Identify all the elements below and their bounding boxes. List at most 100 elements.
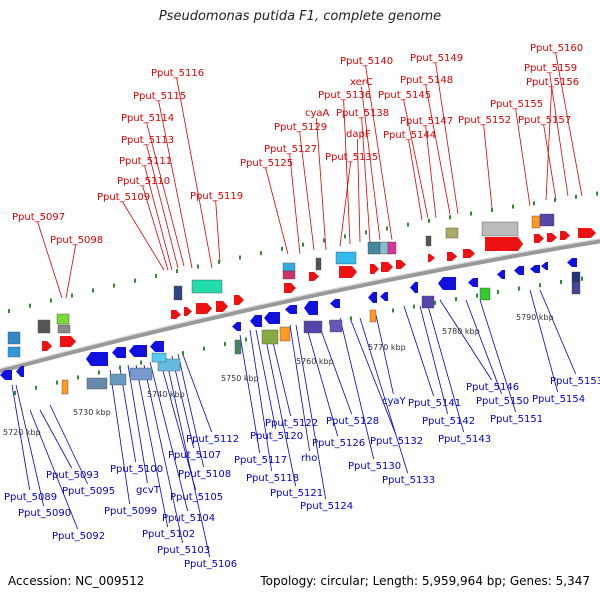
reverse-gene-arrow[interactable] bbox=[304, 301, 318, 315]
bottom-gene-label[interactable]: Pput_5146 bbox=[466, 382, 519, 393]
top-gene-label[interactable]: Pput_5119 bbox=[190, 191, 243, 202]
feature-block[interactable] bbox=[479, 287, 491, 301]
forward-gene-arrow[interactable] bbox=[547, 233, 557, 242]
forward-gene-arrow[interactable] bbox=[370, 264, 379, 274]
bottom-gene-label[interactable]: Pput_5107 bbox=[168, 450, 221, 461]
reverse-gene-arrow[interactable] bbox=[232, 322, 241, 331]
top-gene-label[interactable]: Pput_5127 bbox=[264, 144, 317, 155]
feature-block[interactable] bbox=[315, 257, 322, 271]
reverse-gene-arrow[interactable] bbox=[541, 262, 548, 270]
reverse-gene-arrow[interactable] bbox=[368, 292, 377, 303]
feature-block[interactable] bbox=[279, 326, 291, 342]
bottom-gene-label[interactable]: Pput_5150 bbox=[476, 396, 529, 407]
feature-block[interactable] bbox=[151, 352, 167, 363]
bottom-gene-label[interactable]: cyaY bbox=[382, 396, 407, 407]
forward-gene-arrow[interactable] bbox=[42, 341, 52, 351]
top-gene-label[interactable]: Pput_5144 bbox=[383, 130, 436, 141]
top-gene-label[interactable]: Pput_5129 bbox=[274, 122, 327, 133]
bottom-gene-label[interactable]: Pput_5130 bbox=[348, 461, 401, 472]
bottom-gene-label[interactable]: Pput_5142 bbox=[422, 416, 475, 427]
top-gene-label[interactable]: Pput_5160 bbox=[530, 43, 583, 54]
bottom-gene-label[interactable]: Pput_5112 bbox=[186, 434, 239, 445]
feature-block[interactable] bbox=[234, 339, 242, 355]
feature-block[interactable] bbox=[282, 262, 296, 272]
feature-block[interactable] bbox=[7, 331, 21, 345]
reverse-gene-arrow[interactable] bbox=[0, 370, 12, 380]
bottom-gene-label[interactable]: Pput_5100 bbox=[110, 464, 163, 475]
forward-gene-arrow[interactable] bbox=[578, 228, 596, 238]
reverse-gene-arrow[interactable] bbox=[86, 352, 108, 366]
top-gene-label[interactable]: Pput_5125 bbox=[240, 158, 293, 169]
feature-block[interactable] bbox=[335, 251, 357, 265]
bottom-gene-label[interactable]: gcvT bbox=[136, 485, 161, 496]
top-gene-label[interactable]: Pput_5138 bbox=[336, 108, 389, 119]
feature-block[interactable] bbox=[571, 271, 581, 283]
feature-block[interactable] bbox=[571, 281, 581, 295]
forward-gene-arrow[interactable] bbox=[463, 249, 475, 258]
top-gene-label[interactable]: Pput_5116 bbox=[151, 68, 204, 79]
bottom-gene-label[interactable]: Pput_5133 bbox=[382, 475, 435, 486]
bottom-gene-label[interactable]: Pput_5122 bbox=[265, 418, 318, 429]
forward-gene-arrow[interactable] bbox=[428, 254, 435, 262]
feature-block[interactable] bbox=[282, 270, 296, 280]
reverse-gene-arrow[interactable] bbox=[410, 282, 418, 293]
bottom-gene-label[interactable]: Pput_5103 bbox=[157, 545, 210, 556]
reverse-gene-arrow[interactable] bbox=[112, 347, 126, 358]
feature-block[interactable] bbox=[367, 241, 381, 255]
top-gene-label[interactable]: Pput_5159 bbox=[524, 63, 577, 74]
reverse-gene-arrow[interactable] bbox=[16, 366, 24, 377]
top-gene-label[interactable]: Pput_5145 bbox=[378, 90, 431, 101]
top-gene-label[interactable]: Pput_5149 bbox=[410, 53, 463, 64]
feature-block[interactable] bbox=[57, 324, 71, 334]
reverse-gene-arrow[interactable] bbox=[330, 299, 340, 308]
feature-block[interactable] bbox=[7, 346, 21, 358]
forward-gene-arrow[interactable] bbox=[396, 260, 406, 269]
feature-block[interactable] bbox=[129, 367, 153, 381]
reverse-gene-arrow[interactable] bbox=[514, 266, 524, 275]
top-gene-label[interactable]: Pput_5140 bbox=[340, 56, 393, 67]
bottom-gene-label[interactable]: Pput_5128 bbox=[326, 416, 379, 427]
forward-gene-arrow[interactable] bbox=[184, 307, 192, 316]
reverse-gene-arrow[interactable] bbox=[497, 270, 505, 279]
reverse-gene-arrow[interactable] bbox=[530, 265, 540, 273]
top-gene-label[interactable]: dapF bbox=[346, 129, 371, 140]
bottom-gene-label[interactable]: Pput_5151 bbox=[490, 414, 543, 425]
bottom-gene-label[interactable]: Pput_5120 bbox=[250, 431, 303, 442]
bottom-gene-label[interactable]: Pput_5092 bbox=[52, 531, 105, 542]
feature-block[interactable] bbox=[369, 309, 377, 323]
top-gene-label[interactable]: Pput_5155 bbox=[490, 99, 543, 110]
feature-block[interactable] bbox=[56, 313, 70, 325]
bottom-gene-label[interactable]: Pput_5153 bbox=[550, 376, 600, 387]
top-gene-label[interactable]: Pput_5157 bbox=[518, 115, 571, 126]
bottom-gene-label[interactable]: Pput_5095 bbox=[62, 486, 115, 497]
feature-block[interactable] bbox=[61, 379, 69, 395]
forward-gene-arrow[interactable] bbox=[339, 266, 357, 278]
feature-block[interactable] bbox=[191, 279, 223, 294]
feature-block[interactable] bbox=[303, 320, 323, 334]
bottom-gene-label[interactable]: Pput_5099 bbox=[104, 506, 157, 517]
feature-block[interactable] bbox=[445, 227, 459, 239]
reverse-gene-arrow[interactable] bbox=[567, 258, 577, 267]
top-gene-label[interactable]: Pput_5147 bbox=[400, 116, 453, 127]
forward-gene-arrow[interactable] bbox=[171, 310, 181, 319]
reverse-gene-arrow[interactable] bbox=[129, 345, 147, 357]
forward-gene-arrow[interactable] bbox=[560, 231, 570, 240]
bottom-gene-label[interactable]: Pput_5117 bbox=[234, 455, 287, 466]
bottom-gene-label[interactable]: Pput_5093 bbox=[46, 470, 99, 481]
feature-block[interactable] bbox=[86, 377, 108, 390]
reverse-gene-arrow[interactable] bbox=[468, 278, 478, 287]
reverse-gene-arrow[interactable] bbox=[438, 277, 456, 290]
top-gene-label[interactable]: Pput_5111 bbox=[119, 156, 172, 167]
bottom-gene-label[interactable]: Pput_5154 bbox=[532, 394, 585, 405]
reverse-gene-arrow[interactable] bbox=[285, 305, 297, 314]
top-gene-label[interactable]: Pput_5135 bbox=[325, 152, 378, 163]
feature-block[interactable] bbox=[109, 373, 127, 386]
forward-gene-arrow[interactable] bbox=[60, 336, 76, 347]
feature-block[interactable] bbox=[481, 221, 519, 237]
bottom-gene-label[interactable]: Pput_5143 bbox=[438, 434, 491, 445]
forward-gene-arrow[interactable] bbox=[309, 272, 319, 281]
top-gene-label[interactable]: Pput_5098 bbox=[50, 235, 103, 246]
forward-gene-arrow[interactable] bbox=[234, 295, 244, 305]
forward-gene-arrow[interactable] bbox=[485, 237, 523, 251]
bottom-gene-label[interactable]: Pput_5118 bbox=[246, 473, 299, 484]
